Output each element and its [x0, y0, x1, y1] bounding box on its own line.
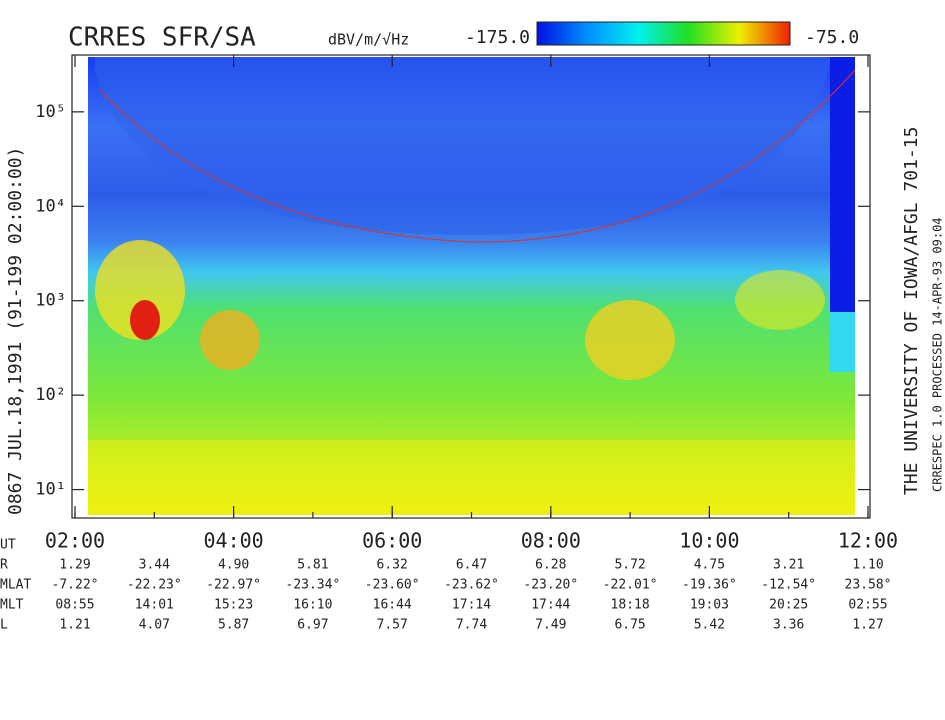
- credit: THE UNIVERSITY OF IOWA/AFGL 701-15: [901, 127, 922, 495]
- ephemeris-value: 4.07: [139, 618, 170, 633]
- y-tick-label: 10²: [35, 385, 66, 405]
- colorbar: [536, 21, 791, 46]
- y-axis-label: 0867 JUL.18,1991 (91-199 02:00:00): [5, 147, 26, 515]
- ephemeris-label: L: [0, 618, 8, 633]
- ephemeris-value: -23.34°: [286, 578, 341, 593]
- ephemeris-label: MLT: [0, 598, 24, 613]
- ephemeris-label: UT: [0, 538, 16, 553]
- ephemeris-value: 15:23: [214, 598, 253, 613]
- ephemeris-value: -7.22°: [52, 578, 99, 593]
- ephemeris-value: 4.90: [218, 558, 249, 573]
- ephemeris-value: 14:01: [135, 598, 174, 613]
- ephemeris-value: -23.60°: [365, 578, 420, 593]
- ephemeris-value: 3.36: [773, 618, 804, 633]
- ephemeris-value: 18:18: [611, 598, 650, 613]
- colorbar-max: -75.0: [805, 27, 859, 48]
- y-tick-label: 10³: [35, 291, 66, 311]
- colorbar-label: dBV/m/√Hz: [328, 31, 409, 49]
- ephemeris-value: 5.42: [694, 618, 725, 633]
- ephemeris-value: 16:10: [293, 598, 332, 613]
- ephemeris-value: 08:55: [55, 598, 94, 613]
- ephemeris-value: 7.74: [456, 618, 487, 633]
- ephemeris-value: 1.10: [852, 558, 883, 573]
- x-tick-label: 12:00: [838, 529, 898, 553]
- x-tick-label: 04:00: [203, 529, 263, 553]
- y-tick-label: 10⁴: [35, 196, 66, 216]
- ephemeris-label: R: [0, 558, 8, 573]
- ephemeris-value: 20:25: [769, 598, 808, 613]
- ephemeris-value: 6.75: [614, 618, 645, 633]
- ephemeris-value: 4.75: [694, 558, 725, 573]
- ephemeris-value: 23.58°: [845, 578, 892, 593]
- y-tick-label: 10⁵: [35, 102, 66, 122]
- x-tick-label: 10:00: [679, 529, 739, 553]
- ephemeris-value: 3.21: [773, 558, 804, 573]
- ephemeris-value: 6.47: [456, 558, 487, 573]
- ephemeris-value: 17:14: [452, 598, 491, 613]
- ephemeris-value: 6.28: [535, 558, 566, 573]
- ephemeris-value: 1.27: [852, 618, 883, 633]
- ephemeris-value: 5.87: [218, 618, 249, 633]
- chart-title: CRRES SFR/SA: [68, 23, 256, 53]
- processing-note: CRRESPEC 1.0 PROCESSED 14-APR-93 09:04: [931, 217, 945, 492]
- ephemeris-value: 19:03: [690, 598, 729, 613]
- ephemeris-value: 17:44: [531, 598, 570, 613]
- ephemeris-value: 6.32: [377, 558, 408, 573]
- ephemeris-value: 1.21: [59, 618, 90, 633]
- ephemeris-value: -19.36°: [682, 578, 737, 593]
- y-tick-label: 10¹: [35, 480, 66, 500]
- x-tick-label: 08:00: [521, 529, 581, 553]
- colorbar-min: -175.0: [465, 27, 530, 48]
- ephemeris-value: -22.23°: [127, 578, 182, 593]
- ephemeris-value: 1.29: [59, 558, 90, 573]
- ephemeris-value: 6.97: [297, 618, 328, 633]
- ephemeris-value: 16:44: [373, 598, 412, 613]
- ephemeris-value: 7.57: [377, 618, 408, 633]
- ephemeris-value: 7.49: [535, 618, 566, 633]
- ephemeris-value: -23.62°: [444, 578, 499, 593]
- spectrogram: [88, 57, 856, 515]
- ephemeris-value: -12.54°: [761, 578, 816, 593]
- x-tick-label: 06:00: [362, 529, 422, 553]
- ephemeris-value: -22.01°: [603, 578, 658, 593]
- ephemeris-label: MLAT: [0, 578, 31, 593]
- ephemeris-value: 5.72: [614, 558, 645, 573]
- ephemeris-value: 5.81: [297, 558, 328, 573]
- ephemeris-value: -23.20°: [523, 578, 578, 593]
- ephemeris-value: 3.44: [139, 558, 170, 573]
- ephemeris-value: 02:55: [848, 598, 887, 613]
- ephemeris-value: -22.97°: [206, 578, 261, 593]
- x-tick-label: 02:00: [45, 529, 105, 553]
